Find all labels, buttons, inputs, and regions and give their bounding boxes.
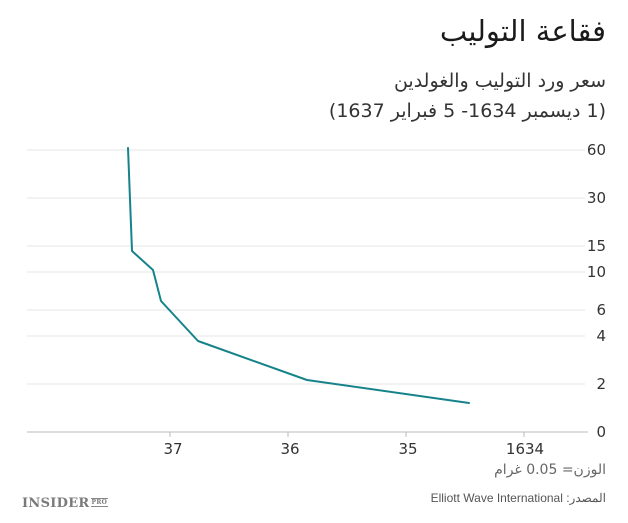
subtitle-line-1: سعر ورد التوليب والغولدين: [393, 70, 606, 92]
x-tick-label: 37: [163, 440, 183, 458]
y-tick-label: 4: [596, 327, 606, 345]
source-credit: المصدر: Elliott Wave International: [430, 491, 606, 505]
y-tick-label: 2: [596, 375, 606, 393]
gridlines: [27, 149, 585, 385]
x-tick-label: 1634: [505, 440, 545, 458]
weight-note: الوزن= 0.05 غرام: [494, 462, 606, 478]
logo-pro-badge: PRO: [90, 498, 109, 507]
y-tick-label: 30: [586, 189, 606, 207]
y-tick-label: 10: [586, 263, 606, 281]
chart-subtitle: سعر ورد التوليب والغولدين (1 ديسمبر 1634…: [329, 66, 606, 126]
y-tick-label: 60: [586, 141, 606, 159]
y-tick-label: 6: [596, 301, 606, 319]
logo-text: INSIDER: [22, 496, 90, 511]
x-tick-marks: [169, 432, 525, 437]
chart-title: فقاعة التوليب: [439, 14, 606, 48]
subtitle-line-2: (1 ديسمبر 1634- 5 فبراير 1637): [328, 100, 606, 122]
y-tick-label: 15: [586, 237, 606, 255]
x-tick-label: 35: [398, 440, 418, 458]
price-line: [127, 147, 470, 404]
insider-pro-logo: INSIDER PRO: [22, 496, 109, 511]
x-tick-label: 36: [280, 440, 300, 458]
y-tick-label: 0: [596, 423, 606, 441]
